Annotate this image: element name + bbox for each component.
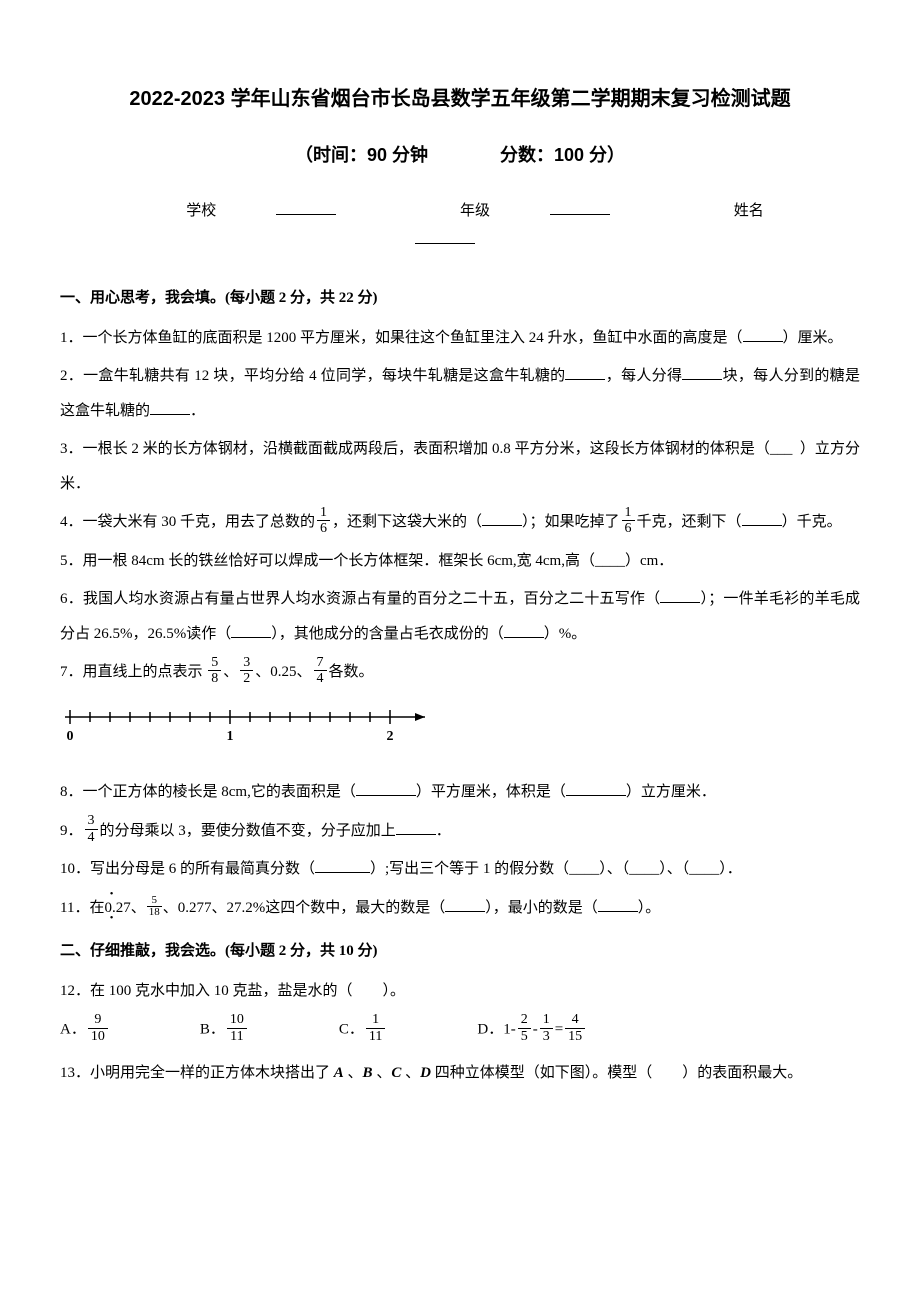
nl-label-1: 1 bbox=[227, 729, 234, 744]
q10-text-e: ）． bbox=[719, 861, 742, 877]
q8-text-c: ）立方厘米． bbox=[626, 784, 716, 800]
fraction-5-8: 58 bbox=[208, 655, 221, 687]
q7-text-b: 、 bbox=[223, 664, 238, 680]
q7-text-c: 、0.25、 bbox=[255, 664, 311, 680]
question-1: 1．一个长方体鱼缸的底面积是 1200 平方厘米，如果往这个鱼缸里注入 24 升… bbox=[60, 321, 860, 356]
option-a: A．910 bbox=[60, 1014, 110, 1046]
fraction-7-4: 74 bbox=[314, 655, 327, 687]
fraction-1-3: 13 bbox=[540, 1012, 553, 1044]
question-7: 7．用直线上的点表示 58、32、0.25、74各数。 bbox=[60, 655, 860, 690]
q8-text-b: ）平方厘米，体积是（ bbox=[416, 784, 566, 800]
question-10: 10．写出分母是 6 的所有最简真分数（）;写出三个等于 1 的假分数（____… bbox=[60, 852, 860, 887]
name-label: 姓名 bbox=[734, 203, 764, 219]
q2-text-d: ． bbox=[190, 403, 205, 419]
q9-text-a: 9． bbox=[60, 823, 83, 839]
question-12-options: A．910 B．1011 C．111 D．1-25-13=415 bbox=[60, 1014, 860, 1046]
q4-text-b: ，还剩下这袋大米的（ bbox=[332, 514, 482, 530]
q6-text-d: ）%。 bbox=[544, 626, 587, 642]
fraction-1-11: 111 bbox=[366, 1012, 385, 1044]
option-d: D．1-25-13=415 bbox=[477, 1014, 587, 1046]
fraction-10-11: 1011 bbox=[227, 1012, 247, 1044]
q4-text-c: ）；如果吃掉了 bbox=[522, 514, 620, 530]
q10-text-a: 10．写出分母是 6 的所有最简真分数（ bbox=[60, 861, 315, 877]
question-2: 2．一盒牛轧糖共有 12 块，平均分给 4 位同学，每块牛轧糖是这盒牛轧糖的 ，每… bbox=[60, 359, 860, 428]
q11-text-b: 、 bbox=[131, 900, 146, 916]
question-6: 6．我国人均水资源占有量占世界人均水资源占有量的百分之二十五，百分之二十五写作（… bbox=[60, 582, 860, 651]
q1-text-a: 1．一个长方体鱼缸的底面积是 1200 平方厘米，如果往这个鱼缸里注入 24 升… bbox=[60, 330, 743, 346]
school-label: 学校 bbox=[186, 203, 216, 219]
fraction-5-18: 518 bbox=[147, 895, 162, 918]
q1-text-b: ）厘米。 bbox=[783, 330, 843, 346]
number-line: 0 1 2 bbox=[60, 702, 860, 758]
option-b: B．1011 bbox=[200, 1014, 249, 1046]
repeating-decimal: 0.27 bbox=[104, 891, 130, 926]
fraction-4-15: 415 bbox=[565, 1012, 585, 1044]
question-11: 11．在0.27、518、0.277、27.2%这四个数中，最大的数是（ ），最小… bbox=[60, 891, 860, 926]
q11-text-c: 、0.277、27.2%这四个数中，最大的数是（ bbox=[163, 900, 446, 916]
question-8: 8．一个正方体的棱长是 8cm,它的表面积是（ ）平方厘米，体积是（ ）立方厘米． bbox=[60, 775, 860, 810]
question-5: 5．用一根 84cm 长的铁丝恰好可以焊成一个长方体框架．框架长 6cm,宽 4… bbox=[60, 544, 860, 579]
q5-text-b: ）cm． bbox=[625, 553, 673, 569]
q10-text-d: ）、（ bbox=[659, 861, 689, 877]
q9-text-b: 的分母乘以 3，要使分数值不变，分子应加上 bbox=[100, 823, 396, 839]
q13-text: 13．小明用完全一样的正方体木块搭出了 A 、B 、C 、D 四种立体模型（如下… bbox=[60, 1065, 802, 1081]
fraction-3-2: 32 bbox=[240, 655, 253, 687]
fraction-1-6a: 16 bbox=[317, 505, 330, 537]
q2-text-a: 2．一盒牛轧糖共有 12 块，平均分给 4 位同学，每块牛轧糖是这盒牛轧糖的 bbox=[60, 368, 565, 384]
q5-text-a: 5．用一根 84cm 长的铁丝恰好可以焊成一个长方体框架．框架长 6cm,宽 4… bbox=[60, 553, 595, 569]
section1-header: 一、用心思考，我会填。(每小题 2 分，共 22 分) bbox=[60, 284, 860, 313]
fraction-9-10: 910 bbox=[88, 1012, 108, 1044]
question-4: 4．一袋大米有 30 千克，用去了总数的16，还剩下这袋大米的（）；如果吃掉了1… bbox=[60, 505, 860, 540]
q9-text-c: ． bbox=[436, 823, 451, 839]
q11-text-a: 11．在 bbox=[60, 900, 104, 916]
exam-subtitle: （时间：90 分钟 分数：100 分） bbox=[60, 138, 860, 172]
q2-text-b: ，每人分得 bbox=[605, 368, 682, 384]
q7-text-d: 各数。 bbox=[329, 664, 374, 680]
q7-text-a: 7．用直线上的点表示 bbox=[60, 664, 203, 680]
q11-text-e: ）。 bbox=[638, 900, 661, 916]
section2-header: 二、仔细推敲，我会选。(每小题 2 分，共 10 分) bbox=[60, 937, 860, 966]
fraction-1-6b: 16 bbox=[622, 505, 635, 537]
nl-label-0: 0 bbox=[67, 729, 74, 744]
q11-text-d: ），最小的数是（ bbox=[485, 900, 598, 916]
q4-text-d: 千克，还剩下（ bbox=[637, 514, 742, 530]
question-13: 13．小明用完全一样的正方体木块搭出了 A 、B 、C 、D 四种立体模型（如下… bbox=[60, 1056, 860, 1091]
q6-text-c: ），其他成分的含量占毛衣成份的（ bbox=[271, 626, 504, 642]
option-c: C．111 bbox=[339, 1014, 388, 1046]
grade-label: 年级 bbox=[460, 203, 490, 219]
q10-text-b: ）;写出三个等于 1 的假分数（ bbox=[370, 861, 569, 877]
question-3: 3．一根长 2 米的长方体钢材，沿横截面截成两段后，表面积增加 0.8 平方分米… bbox=[60, 432, 860, 501]
q3-text-a: 3．一根长 2 米的长方体钢材，沿横截面截成两段后，表面积增加 0.8 平方分米… bbox=[60, 441, 770, 457]
q6-text-a: 6．我国人均水资源占有量占世界人均水资源占有量的百分之二十五，百分之二十五写作（ bbox=[60, 591, 660, 607]
exam-title: 2022-2023 学年山东省烟台市长岛县数学五年级第二学期期末复习检测试题 bbox=[60, 80, 860, 118]
q4-text-e: ）千克。 bbox=[782, 514, 842, 530]
q8-text-a: 8．一个正方体的棱长是 8cm,它的表面积是（ bbox=[60, 784, 356, 800]
question-9: 9．34的分母乘以 3，要使分数值不变，分子应加上 ． bbox=[60, 814, 860, 849]
q10-text-c: ）、（ bbox=[599, 861, 629, 877]
question-12: 12．在 100 克水中加入 10 克盐，盐是水的（ ）。 bbox=[60, 974, 860, 1009]
fraction-3-4: 34 bbox=[85, 813, 98, 845]
q4-text-a: 4．一袋大米有 30 千克，用去了总数的 bbox=[60, 514, 315, 530]
nl-label-2: 2 bbox=[387, 729, 394, 744]
student-info-line: 学校 年级 姓名 bbox=[60, 197, 860, 254]
fraction-2-5: 25 bbox=[518, 1012, 531, 1044]
